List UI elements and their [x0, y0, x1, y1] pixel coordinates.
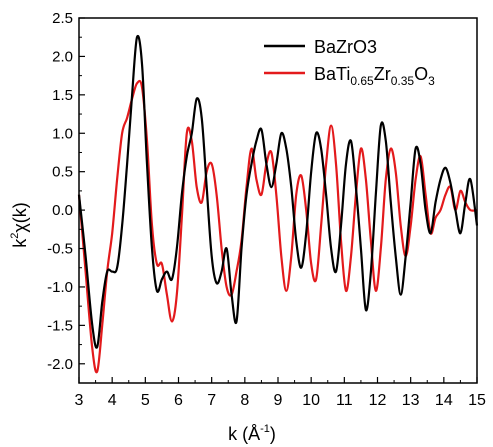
series-line-bazro3 [77, 34, 479, 349]
y-tick-label: -0.5 [47, 241, 73, 258]
y-tick-label: 2.0 [52, 48, 73, 65]
y-tick-label: -2.0 [47, 356, 73, 373]
x-tick-label: 13 [402, 392, 420, 409]
legend-label-batizro3: BaTi0.65Zr0.35O3 [314, 64, 435, 88]
x-tick-label: 10 [302, 392, 320, 409]
series-line-batizro3 [77, 79, 478, 374]
x-axis-label: k (Å-1) [228, 423, 276, 444]
legend: BaZrO3 BaTi0.65Zr0.35O3 [264, 37, 435, 88]
x-tick-label: 12 [369, 392, 387, 409]
y-axis-ticks: -2.0 -1.5 -1.0 -0.5 0.0 0.5 1.0 1.5 2.0 2.5 [47, 10, 85, 373]
y-tick-label: -1.0 [47, 279, 73, 296]
y-tick-label: -1.5 [47, 317, 73, 334]
x-axis-ticks: 3 4 5 6 7 8 9 10 11 12 13 14 15 [75, 377, 486, 409]
x-tick-label: 5 [141, 392, 150, 409]
y-axis-label: k2χ(k) [9, 202, 30, 248]
x-tick-label: 14 [435, 392, 453, 409]
y-tick-label: 0.0 [52, 202, 73, 219]
legend-label-bazro3: BaZrO3 [314, 37, 377, 57]
x-tick-label: 8 [240, 392, 249, 409]
y-tick-label: 0.5 [52, 164, 73, 181]
x-tick-label: 6 [174, 392, 183, 409]
x-tick-label: 15 [468, 392, 486, 409]
plot-content [77, 34, 479, 374]
y-tick-label: 1.0 [52, 125, 73, 142]
x-tick-label: 11 [336, 392, 353, 409]
x-tick-label: 4 [108, 392, 117, 409]
x-tick-label: 3 [75, 392, 84, 409]
x-tick-label: 9 [274, 392, 283, 409]
y-tick-label: 1.5 [52, 87, 73, 104]
y-tick-label: 2.5 [52, 10, 73, 27]
x-tick-label: 7 [207, 392, 216, 409]
